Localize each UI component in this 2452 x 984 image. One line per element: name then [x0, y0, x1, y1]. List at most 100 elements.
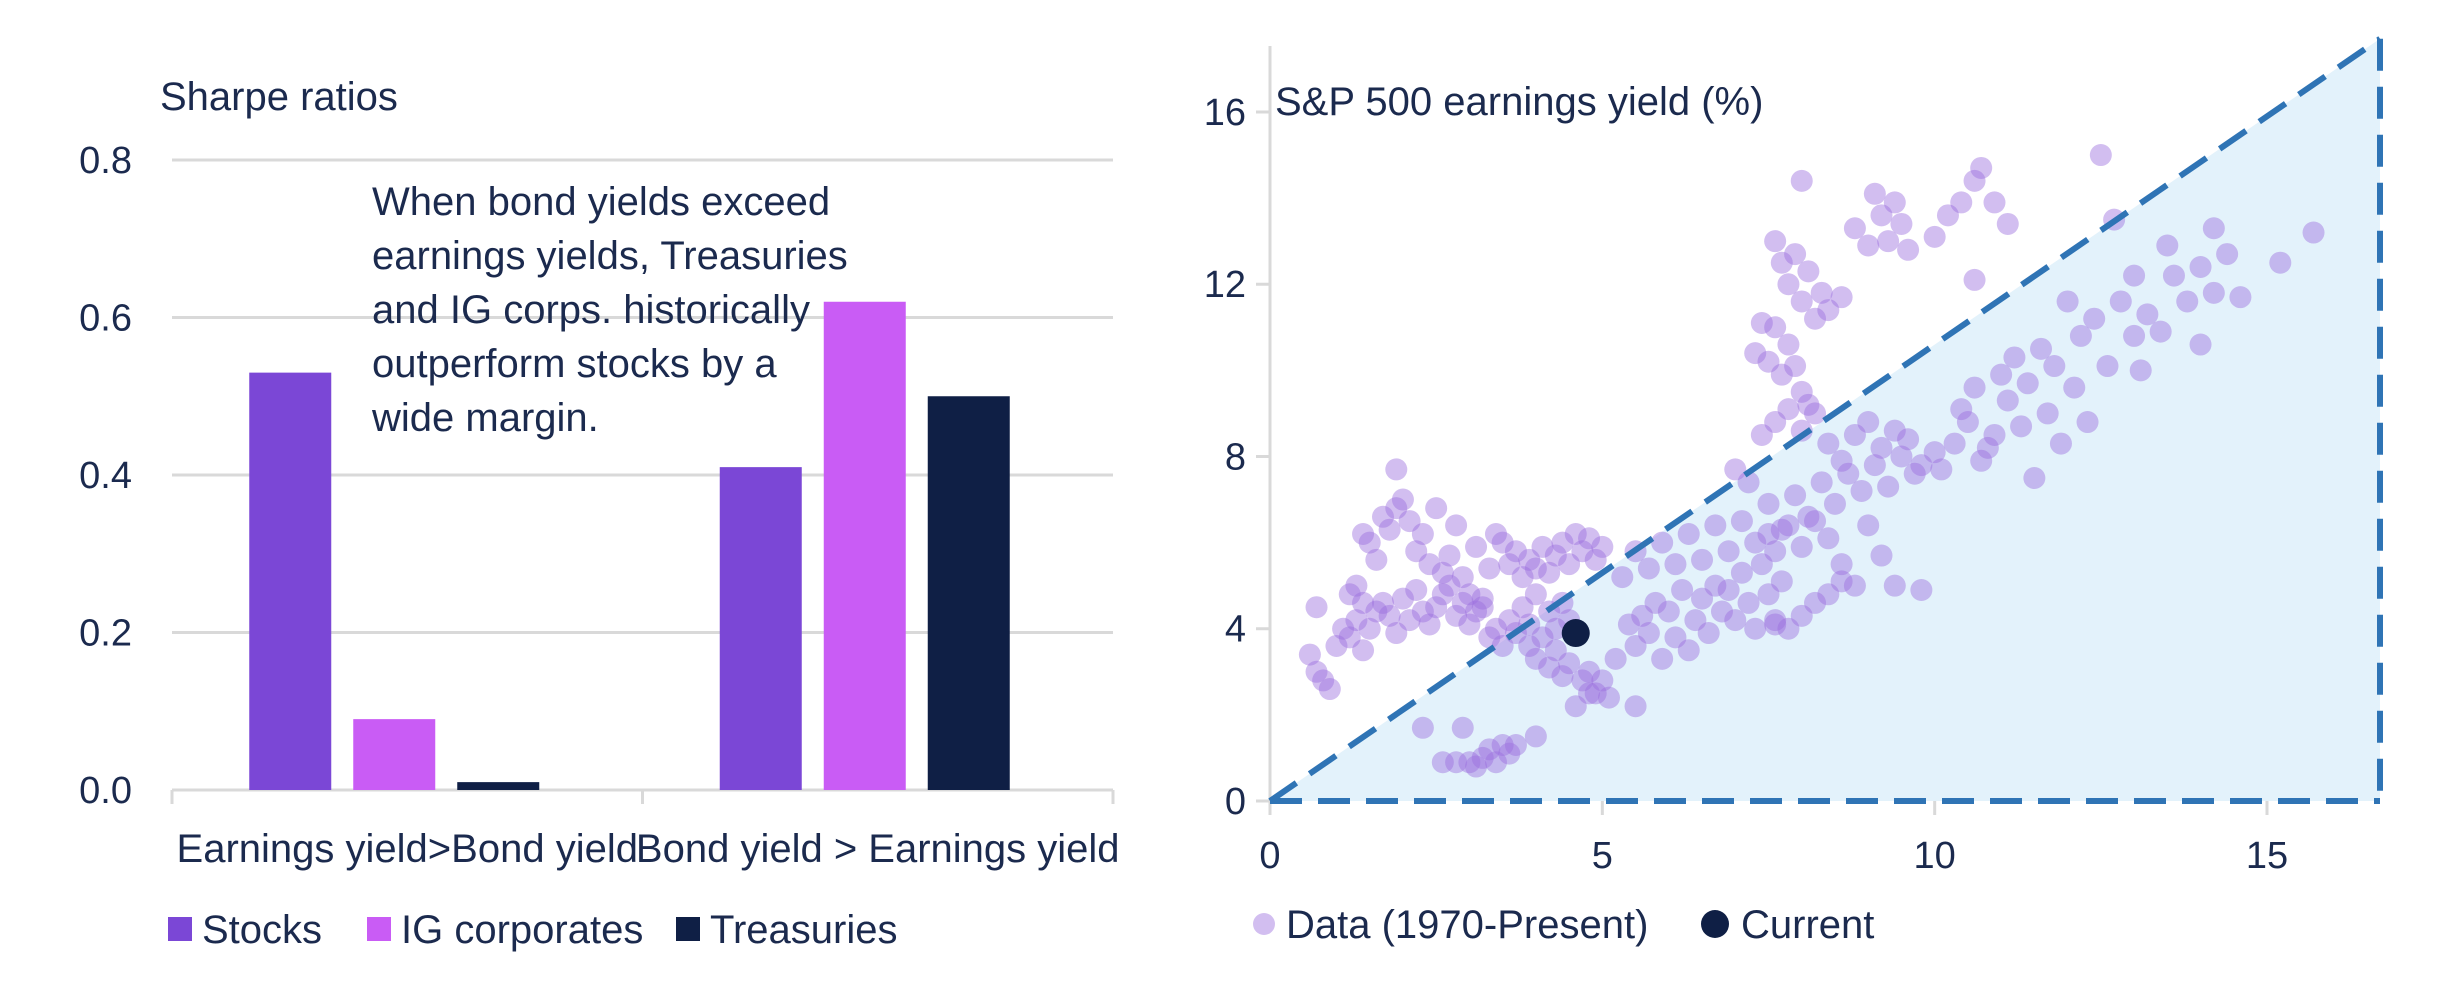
data-point	[2229, 286, 2252, 309]
sharpe-chart-title: Sharpe ratios	[160, 75, 398, 119]
scatter-x-tick: 0	[1259, 835, 1280, 877]
data-point	[1857, 411, 1880, 434]
data-point	[1996, 389, 2019, 412]
data-point	[1863, 454, 1886, 477]
scatter-y-tick: 8	[1225, 436, 1246, 478]
data-point	[1850, 479, 1873, 502]
data-point	[1458, 613, 1481, 636]
data-point	[1770, 570, 1793, 593]
legend-label: Treasuries	[710, 908, 897, 952]
data-point	[1757, 492, 1780, 515]
data-point	[1398, 609, 1421, 632]
data-point	[1458, 583, 1481, 606]
data-point	[1737, 471, 1760, 494]
data-point	[2043, 355, 2066, 378]
data-point	[1338, 626, 1361, 649]
data-point	[1664, 626, 1687, 649]
data-point	[1704, 514, 1727, 537]
legend-label: Current	[1741, 903, 1874, 947]
data-point	[2123, 324, 2146, 347]
data-point	[1777, 398, 1800, 421]
data-point	[2162, 264, 2185, 287]
data-point	[1385, 497, 1408, 520]
annotation-line-5: wide margin.	[371, 396, 599, 440]
data-point	[1843, 574, 1866, 597]
sharpe-category-label: Earnings yield>Bond yield	[177, 827, 638, 871]
data-point	[1963, 376, 1986, 399]
data-point	[1305, 660, 1328, 683]
data-point	[1425, 596, 1448, 619]
data-point	[1923, 441, 1946, 464]
bar-treasuries-2	[927, 396, 1010, 790]
data-point	[1830, 449, 1853, 472]
data-point	[1398, 510, 1421, 533]
data-point	[1644, 591, 1667, 614]
bar-ig-corporates-2	[823, 301, 906, 790]
data-point	[1578, 660, 1601, 683]
data-point	[1764, 230, 1787, 253]
data-point	[1923, 225, 1946, 248]
data-point	[2030, 337, 2053, 360]
data-point	[1930, 458, 1953, 481]
data-point	[1458, 751, 1481, 774]
data-point	[2189, 256, 2212, 279]
data-point	[1385, 458, 1408, 481]
data-point	[1817, 583, 1840, 606]
data-point	[2083, 307, 2106, 330]
scatter-points	[1298, 144, 2325, 778]
data-point	[1478, 738, 1501, 761]
data-point	[1730, 510, 1753, 533]
data-point	[2069, 324, 2092, 347]
data-point	[1684, 609, 1707, 632]
data-point	[1617, 613, 1640, 636]
data-point	[1697, 622, 1720, 645]
sharpe-bars	[249, 301, 1010, 790]
data-point	[1305, 596, 1328, 619]
data-point	[1764, 316, 1787, 339]
data-point	[1378, 604, 1401, 627]
scatter-x-tick: 5	[1592, 835, 1613, 877]
data-point	[1385, 622, 1408, 645]
data-point	[2109, 290, 2132, 313]
data-point	[1790, 169, 1813, 192]
data-point	[1770, 518, 1793, 541]
data-point	[1691, 587, 1714, 610]
data-point	[1498, 742, 1521, 765]
data-point	[1365, 600, 1388, 623]
data-point	[1431, 583, 1454, 606]
data-point	[1551, 665, 1574, 688]
data-point	[1950, 191, 1973, 214]
data-point	[1717, 578, 1740, 601]
data-point	[1790, 535, 1813, 558]
data-point	[1491, 531, 1514, 554]
data-point	[1564, 695, 1587, 718]
data-point	[2016, 372, 2039, 395]
legend-swatch-stocks	[168, 917, 192, 941]
data-point	[1371, 591, 1394, 614]
data-point	[2202, 281, 2225, 304]
data-point	[1558, 652, 1581, 675]
scatter-legend: Data (1970-Present) Current	[1253, 903, 1874, 947]
data-point	[1877, 475, 1900, 498]
data-point	[1963, 169, 1986, 192]
data-point	[1963, 268, 1986, 291]
data-point	[1790, 290, 1813, 313]
data-point	[1378, 518, 1401, 541]
data-point	[1704, 574, 1727, 597]
data-point	[1784, 355, 1807, 378]
data-point	[1637, 557, 1660, 580]
data-point	[1970, 449, 1993, 472]
data-point	[2156, 234, 2179, 257]
sharpe-ratio-bar-chart: Sharpe ratios 0.0 0.2 0.4 0.6 0.8 Earnings y…	[79, 75, 1119, 952]
data-point	[1770, 251, 1793, 274]
data-point	[1990, 363, 2013, 386]
data-point	[1471, 596, 1494, 619]
data-point	[1903, 462, 1926, 485]
data-point	[1910, 578, 1933, 601]
data-point	[1730, 561, 1753, 584]
data-point	[1445, 514, 1468, 537]
data-point	[1438, 544, 1461, 567]
data-point	[1764, 411, 1787, 434]
data-point	[1471, 746, 1494, 769]
data-point	[1391, 488, 1414, 511]
